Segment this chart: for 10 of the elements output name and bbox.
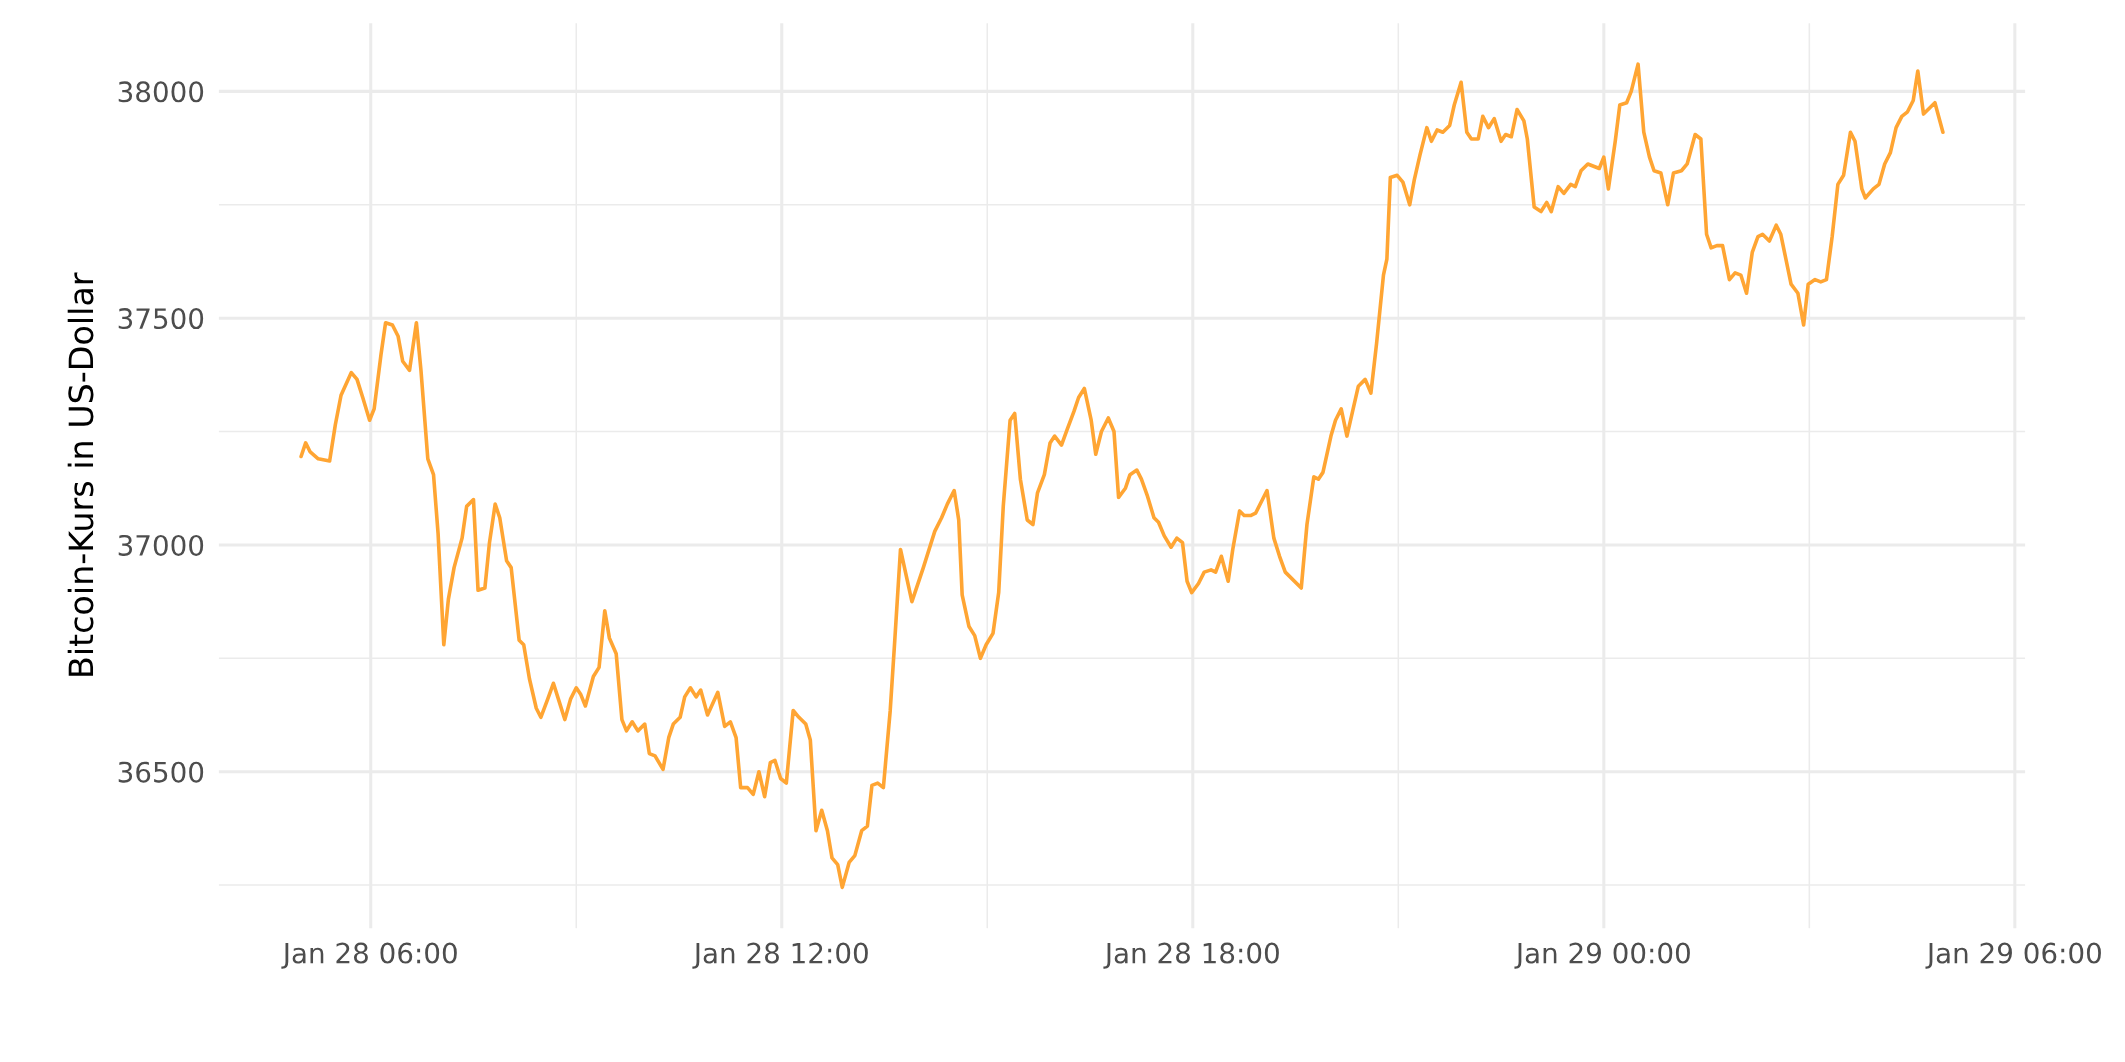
x-tick-label: Jan 28 12:00 — [692, 942, 868, 969]
x-tick-label: Jan 29 00:00 — [1514, 942, 1690, 969]
x-tick-label: Jan 29 06:00 — [1925, 942, 2101, 969]
y-axis-title: Bitcoin-Kurs in US-Dollar — [67, 272, 94, 676]
y-tick-label: 36500 — [118, 761, 204, 783]
y-tick-label: 38000 — [118, 81, 204, 103]
x-tick-label: Jan 28 06:00 — [281, 942, 457, 969]
y-tick-label: 37500 — [118, 308, 204, 330]
y-tick-label: 37000 — [118, 534, 204, 556]
x-tick-label: Jan 28 18:00 — [1103, 942, 1279, 969]
